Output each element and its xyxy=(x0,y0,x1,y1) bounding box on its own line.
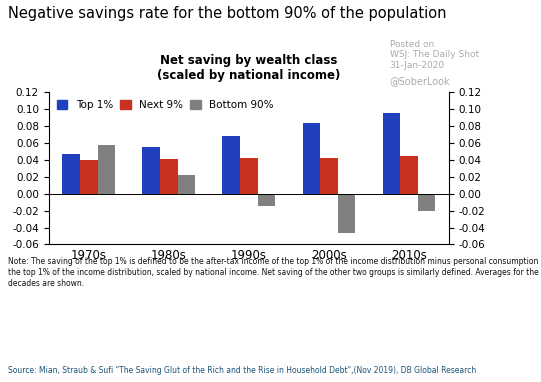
Text: Note: The saving of the top 1% is defined to be the after-tax income of the top : Note: The saving of the top 1% is define… xyxy=(8,257,541,288)
Bar xyxy=(382,113,400,194)
Bar xyxy=(222,136,240,194)
Bar xyxy=(258,194,275,206)
Bar xyxy=(400,156,418,194)
Bar xyxy=(97,145,115,194)
Text: Posted on: Posted on xyxy=(390,40,434,49)
Bar xyxy=(338,194,355,233)
Text: Negative savings rate for the bottom 90% of the population: Negative savings rate for the bottom 90%… xyxy=(8,6,447,21)
Bar xyxy=(177,175,195,194)
Legend: Top 1%, Next 9%, Bottom 90%: Top 1%, Next 9%, Bottom 90% xyxy=(54,97,277,113)
Text: @SoberLook: @SoberLook xyxy=(390,76,450,86)
Text: 31-Jan-2020: 31-Jan-2020 xyxy=(390,61,445,70)
Text: Net saving by wealth class
(scaled by national income): Net saving by wealth class (scaled by na… xyxy=(157,54,340,82)
Bar xyxy=(320,158,338,194)
Text: WSJ: The Daily Shot: WSJ: The Daily Shot xyxy=(390,50,479,60)
Bar xyxy=(418,194,436,210)
Bar xyxy=(302,123,320,194)
Text: Source: Mian, Straub & Sufi "The Saving Glut of the Rich and the Rise in Househo: Source: Mian, Straub & Sufi "The Saving … xyxy=(8,366,477,375)
Bar xyxy=(160,159,177,194)
Bar xyxy=(142,147,160,194)
Bar xyxy=(62,154,80,194)
Bar xyxy=(80,160,97,194)
Bar xyxy=(240,158,258,194)
